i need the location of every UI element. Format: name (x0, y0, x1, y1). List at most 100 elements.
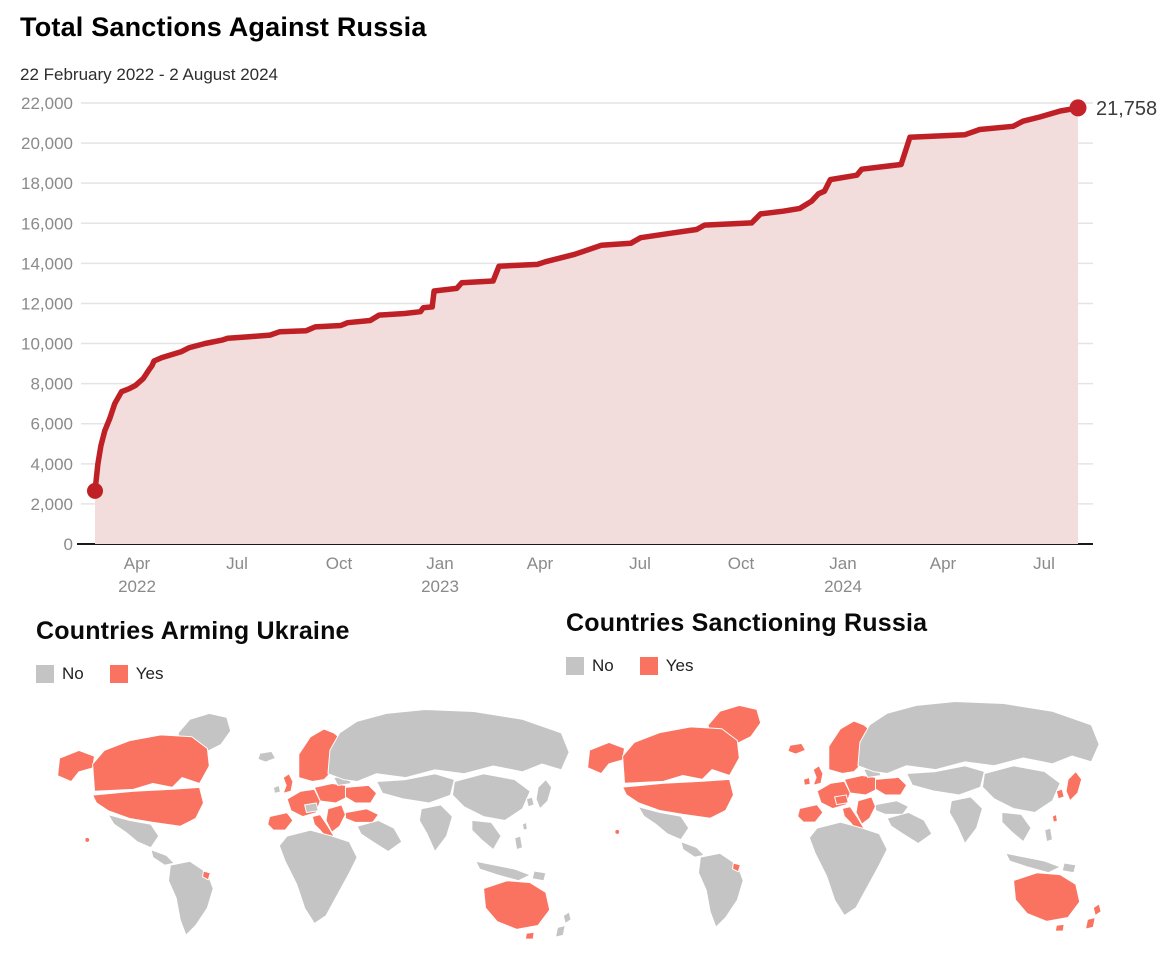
region-central-asia (906, 765, 985, 796)
region-mexico (107, 814, 160, 849)
x-axis-label: Oct (326, 554, 353, 573)
legend-label-no: No (62, 664, 84, 683)
world-map-canvas (587, 701, 1102, 932)
region-balkans-greece (855, 796, 876, 825)
region-south-america (697, 852, 744, 928)
x-axis-label: Apr (124, 554, 151, 573)
y-axis-label: 2,000 (30, 495, 73, 514)
maps-row: Countries Arming Ukraine No Yes Countrie… (0, 609, 1162, 942)
world-map-sanctioning-russia (566, 686, 1162, 934)
region-alpine (304, 802, 319, 814)
area-fill (95, 107, 1078, 545)
region-uk (282, 773, 294, 794)
x-axis-label: Oct (728, 554, 755, 573)
region-central-asia (376, 773, 455, 804)
legend-swatch-no (36, 665, 54, 683)
region-hawaii (84, 836, 91, 843)
y-axis-label: 6,000 (30, 415, 73, 434)
region-new-zealand-south (555, 924, 566, 938)
legend-swatch-no (566, 657, 584, 675)
region-russia (857, 701, 1100, 775)
region-tasmania (524, 931, 535, 940)
x-axis-label: Jan (426, 554, 453, 573)
region-india (418, 804, 453, 853)
region-ireland (803, 776, 811, 786)
region-usa (92, 786, 204, 827)
region-iberia (797, 804, 824, 823)
y-axis-label: 0 (64, 535, 73, 554)
y-axis-label: 10,000 (21, 335, 73, 354)
region-iceland (787, 742, 806, 755)
region-se-asia (1001, 811, 1032, 843)
map-title-sanctioning-russia: Countries Sanctioning Russia (566, 609, 928, 637)
region-se-asia (471, 819, 502, 851)
region-central-america (150, 849, 175, 866)
region-canada (92, 734, 210, 792)
chart-subtitle: 22 February 2022 - 2 August 2024 (20, 65, 279, 84)
y-axis-label: 14,000 (21, 254, 73, 273)
region-french-guiana (202, 870, 211, 881)
x-axis-label: Jul (226, 554, 248, 573)
region-japan (1065, 771, 1083, 802)
x-axis-label: Jul (1033, 554, 1055, 573)
region-philippines (514, 835, 523, 851)
region-new-zealand-north (1092, 903, 1102, 917)
world-map-canvas (57, 709, 572, 940)
page-title: Total Sanctions Against Russia (20, 12, 427, 42)
region-indonesia (1005, 852, 1061, 874)
y-axis-label: 16,000 (21, 214, 73, 233)
region-new-zealand-south (1085, 916, 1096, 930)
legend-swatch-yes (639, 657, 658, 675)
region-mexico (637, 806, 690, 841)
chart-header: Total Sanctions Against Russia 22 Februa… (0, 0, 1162, 85)
region-ukraine (344, 784, 378, 804)
region-japan (535, 779, 553, 810)
x-axis-year-label: 2024 (824, 577, 862, 596)
sanctions-line (92, 105, 1081, 494)
x-axis-label: Jan (829, 554, 856, 573)
y-axis-label: 22,000 (21, 94, 73, 113)
region-africa (278, 829, 358, 925)
region-south-america (167, 860, 214, 936)
region-south-korea (1055, 788, 1065, 800)
region-papua (1061, 862, 1077, 874)
region-balkans-greece (325, 804, 346, 833)
region-australia (483, 880, 551, 930)
legend-label-no: No (592, 656, 614, 675)
x-axis-year-label: 2023 (421, 577, 459, 596)
region-china (981, 765, 1061, 813)
map-legend-sanctioning-russia: No Yes (566, 656, 1162, 676)
x-axis-year-label: 2022 (118, 577, 156, 596)
map-card-sanctioning-russia: Countries Sanctioning Russia No Yes (562, 609, 1162, 942)
end-value-label: 21,758 (1096, 98, 1157, 120)
legend-label-yes: Yes (665, 656, 694, 675)
legend-swatch-yes (109, 665, 128, 683)
region-turkey (874, 800, 910, 815)
x-axis-label: Apr (527, 554, 554, 573)
map-legend-arming-ukraine: No Yes (36, 664, 562, 684)
legend-label-yes: Yes (135, 664, 164, 683)
map-title-arming-ukraine: Countries Arming Ukraine (36, 617, 350, 645)
region-philippines (1044, 827, 1053, 843)
region-middle-east (886, 811, 933, 845)
y-axis-label: 20,000 (21, 134, 73, 153)
y-axis-label: 4,000 (30, 455, 73, 474)
region-iberia (267, 812, 294, 831)
region-south-korea (525, 796, 535, 808)
region-central-america (680, 841, 705, 858)
end-point-marker (1069, 99, 1087, 117)
region-alaska (57, 749, 96, 783)
area-chart-canvas: 0 2,000 4,000 6,000 8,000 10,000 12,000 14,000 1… (21, 94, 1157, 596)
region-usa (622, 778, 734, 819)
world-map-arming-ukraine (36, 694, 572, 942)
x-axis-label: Jul (629, 554, 651, 573)
start-point-marker (87, 482, 103, 499)
y-axis-label: 18,000 (21, 174, 73, 193)
sanctions-area-chart: 0 2,000 4,000 6,000 8,000 10,000 12,000 14,000 1… (0, 89, 1162, 601)
x-axis-label: Apr (930, 554, 957, 573)
map-card-arming-ukraine: Countries Arming Ukraine No Yes (0, 617, 572, 942)
region-hawaii (614, 828, 621, 835)
region-iceland (257, 750, 276, 763)
region-canada (622, 726, 740, 784)
region-ukraine (874, 776, 908, 796)
